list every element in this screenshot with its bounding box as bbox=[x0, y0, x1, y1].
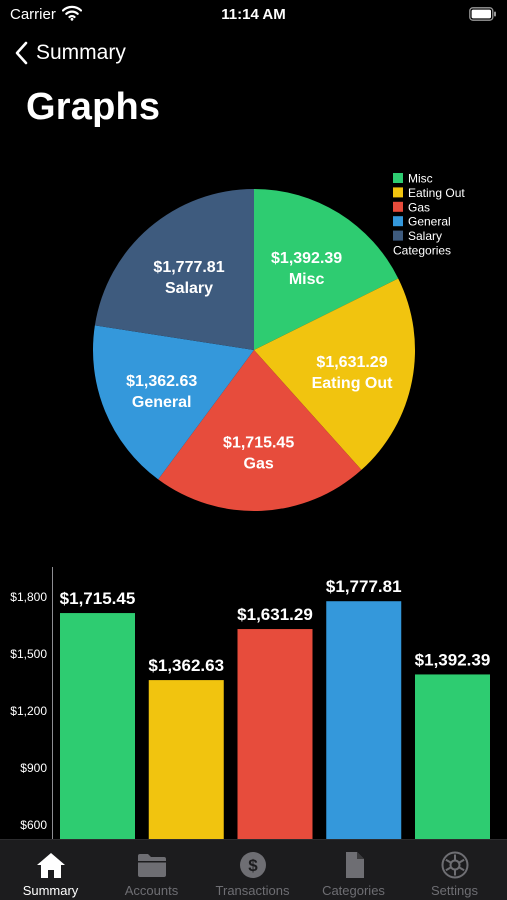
pie-slice-general bbox=[92, 325, 254, 480]
gear-icon bbox=[441, 851, 468, 879]
legend-label: Misc bbox=[408, 172, 433, 186]
pie-value-label: $1,362.63 bbox=[126, 373, 197, 390]
legend-swatch bbox=[393, 230, 403, 241]
bar-value-label: $1,715.45 bbox=[60, 589, 136, 608]
legend-label: Eating Out bbox=[408, 186, 465, 200]
bar bbox=[60, 613, 135, 845]
tab-summary-label: Summary bbox=[22, 883, 79, 898]
bar-value-label: $1,392.39 bbox=[415, 650, 491, 669]
page-title: Graphs bbox=[26, 86, 161, 128]
legend-label: Salary bbox=[408, 229, 442, 243]
bar bbox=[415, 674, 490, 845]
document-icon bbox=[345, 852, 364, 878]
chevron-left-icon bbox=[15, 41, 28, 65]
y-tick-label: $1,800 bbox=[10, 590, 47, 604]
y-tick-label: $1,200 bbox=[10, 704, 47, 718]
bar-chart: $600 $900 $1,200 $1,500 $1,800 $1,715.45 $1,36… bbox=[10, 567, 491, 845]
pie-slice-salary bbox=[94, 189, 254, 350]
y-tick-label: $600 bbox=[20, 818, 47, 832]
wifi-icon bbox=[61, 5, 83, 26]
pie-category-label: Gas bbox=[244, 456, 274, 473]
legend-swatch bbox=[393, 187, 403, 198]
tab-settings[interactable]: Settings bbox=[404, 840, 505, 900]
tab-categories[interactable]: Categories bbox=[303, 840, 404, 900]
pie-value-label: $1,631.29 bbox=[316, 354, 387, 371]
legend-label: Gas bbox=[408, 200, 430, 214]
back-button[interactable]: Summary bbox=[14, 38, 126, 68]
tab-categories-label: Categories bbox=[322, 883, 385, 898]
pie-category-label: General bbox=[132, 394, 192, 411]
status-bar: Carrier 11:14 AM bbox=[0, 0, 507, 30]
tab-accounts[interactable]: Accounts bbox=[101, 840, 202, 900]
pie-slice-gas bbox=[158, 350, 362, 511]
carrier-name: Carrier bbox=[10, 6, 56, 23]
pie-value-label: $1,715.45 bbox=[223, 435, 294, 452]
tab-summary[interactable]: Summary bbox=[0, 840, 101, 900]
y-tick-label: $900 bbox=[20, 761, 47, 775]
pie-category-label: Salary bbox=[165, 280, 213, 297]
tab-transactions-label: Transactions bbox=[215, 883, 290, 898]
folder-icon bbox=[137, 854, 166, 877]
battery-icon bbox=[469, 7, 497, 26]
bar bbox=[148, 680, 224, 845]
tab-settings-label: Settings bbox=[431, 883, 478, 898]
legend-label: General bbox=[408, 215, 451, 229]
bar-value-label: $1,777.81 bbox=[326, 577, 402, 596]
tab-bar: Summary Accounts $ Transactions Categori… bbox=[0, 839, 507, 900]
legend-title: Categories bbox=[393, 244, 451, 258]
back-button-label: Summary bbox=[36, 41, 126, 64]
pie-category-label: Eating Out bbox=[312, 375, 394, 392]
pie-slice-misc bbox=[254, 189, 399, 350]
legend-swatch bbox=[393, 201, 403, 212]
y-tick-label: $1,500 bbox=[10, 647, 47, 661]
tab-accounts-label: Accounts bbox=[124, 883, 179, 898]
clock: 11:14 AM bbox=[221, 6, 286, 23]
pie-chart: $1,392.39 Misc $1,631.29 Eating Out $1,715.4… bbox=[92, 172, 465, 511]
bar-value-label: $1,362.63 bbox=[148, 656, 224, 675]
legend-swatch bbox=[393, 216, 403, 227]
bar bbox=[326, 601, 402, 845]
pie-slice-eating-out bbox=[254, 278, 416, 470]
house-icon bbox=[36, 853, 65, 878]
pie-category-label: Misc bbox=[289, 271, 325, 288]
pie-value-label: $1,392.39 bbox=[271, 250, 342, 267]
pie-value-label: $1,777.81 bbox=[153, 259, 224, 276]
legend-swatch bbox=[393, 173, 403, 183]
bar bbox=[237, 629, 313, 845]
bar-value-label: $1,631.29 bbox=[237, 605, 313, 624]
svg-text:$: $ bbox=[248, 856, 258, 875]
dollar-icon: $ bbox=[239, 852, 266, 878]
tab-transactions[interactable]: $ Transactions bbox=[202, 840, 303, 900]
